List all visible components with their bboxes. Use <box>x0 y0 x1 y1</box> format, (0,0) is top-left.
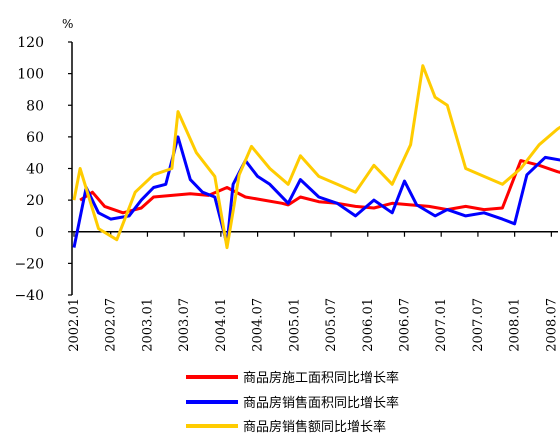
y-tick-label: 0 <box>35 225 44 241</box>
x-tick-label: 2007.01 <box>434 298 449 352</box>
y-axis: −40 −20 0 20 40 60 80 100 120 <box>14 35 73 304</box>
y-tick-label: 80 <box>26 98 44 114</box>
y-tick-label: −20 <box>14 256 44 272</box>
y-tick-label: −40 <box>14 288 44 304</box>
x-tick-label: 2006.07 <box>397 298 412 352</box>
y-tick-label: 60 <box>26 130 44 146</box>
x-tick-label: 2004.01 <box>214 298 229 352</box>
y-tick-label: 100 <box>17 67 44 83</box>
x-tick-label: 2005.01 <box>287 298 302 352</box>
legend-label-1: 商品房施工面积同比增长率 <box>243 370 399 386</box>
y-tick-label: 120 <box>17 35 44 51</box>
x-tick-label: 2008.07 <box>544 298 559 352</box>
x-tick-label: 2004.07 <box>251 298 266 352</box>
y-tick-label: 20 <box>26 193 44 209</box>
series-lines <box>72 64 560 250</box>
x-tick-label: 2003.07 <box>177 298 192 352</box>
x-tick-label: 2005.07 <box>324 298 339 352</box>
series-line-2 <box>72 135 560 248</box>
series-line-1 <box>79 159 560 215</box>
legend-label-2: 商品房销售面积同比增长率 <box>243 395 399 411</box>
x-tick-label: 2006.01 <box>361 298 376 352</box>
series-line-3 <box>72 64 560 250</box>
x-tick-label: 2002.01 <box>67 298 82 352</box>
x-axis: 2002.01 2002.07 2003.01 2003.07 2004.01 2004.… <box>67 231 559 352</box>
x-tick-label: 2007.07 <box>471 298 486 352</box>
x-tick-label: 2008.01 <box>508 298 523 352</box>
x-tick-label: 2003.01 <box>140 298 155 352</box>
legend-label-3: 商品房销售额同比增长率 <box>243 419 386 435</box>
y-tick-label: 40 <box>26 162 44 178</box>
y-unit-label: % <box>62 17 73 31</box>
x-tick-label: 2002.07 <box>104 298 119 352</box>
